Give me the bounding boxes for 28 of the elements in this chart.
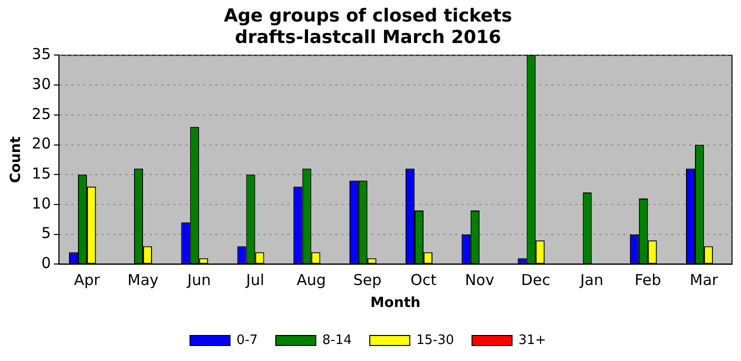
legend-label: 8-14 — [322, 332, 352, 348]
y-tick-label: 0 — [41, 254, 51, 272]
x-tick-label: Jun — [186, 271, 211, 290]
x-tick-label: Jul — [245, 271, 264, 290]
x-tick-label: Oct — [410, 271, 437, 290]
x-tick-label: Aug — [296, 271, 326, 290]
x-tick-label: Sep — [353, 271, 382, 290]
x-tick-label: Jan — [579, 271, 604, 290]
y-tick-label: 15 — [32, 164, 51, 183]
y-tick-label: 25 — [32, 104, 51, 123]
chart-title: Age groups of closed tickets — [224, 5, 512, 26]
legend-label: 31+ — [518, 332, 546, 348]
x-tick-label: Apr — [74, 271, 101, 290]
x-tick-label: May — [128, 271, 159, 290]
y-axis-title: Count — [8, 136, 24, 183]
y-tick-label: 10 — [32, 194, 51, 212]
legend-label: 0-7 — [236, 332, 258, 348]
x-tick-label: Dec — [521, 271, 550, 290]
x-tick-label: Feb — [634, 271, 662, 290]
legend-label: 15-30 — [416, 332, 454, 348]
y-tick-label: 20 — [32, 134, 51, 153]
y-tick-label: 5 — [41, 224, 51, 242]
chart-subtitle: drafts-lastcall March 2016 — [234, 27, 502, 48]
x-tick-label: Nov — [464, 271, 494, 290]
x-axis-title: Month — [370, 295, 421, 312]
y-tick-label: 35 — [32, 45, 51, 64]
x-tick-label: Mar — [690, 271, 719, 290]
y-tick-label: 30 — [32, 74, 51, 93]
